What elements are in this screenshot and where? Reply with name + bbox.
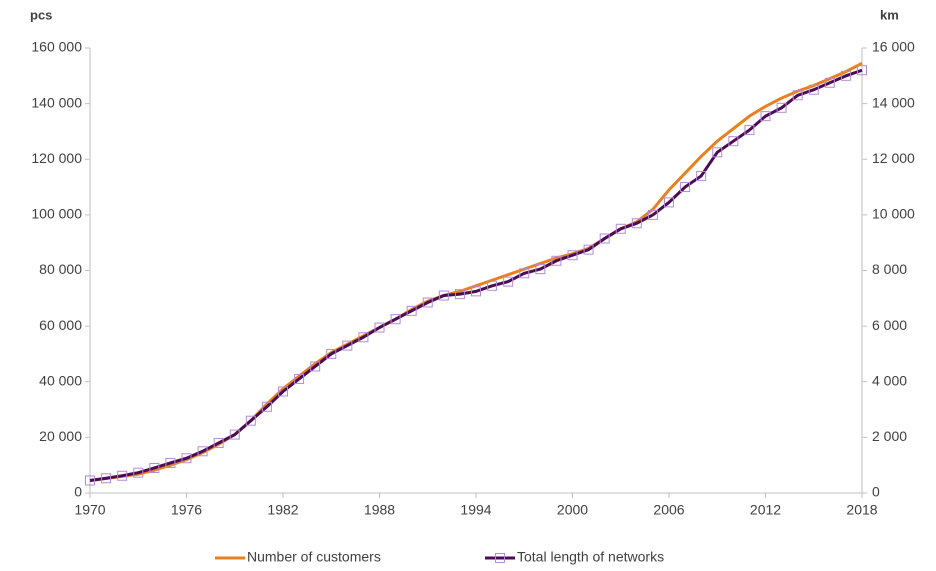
legend-label: Total length of networks — [517, 549, 664, 565]
x-tick-label: 2006 — [653, 502, 684, 518]
marker — [454, 289, 465, 300]
y2-tick-label: 8 000 — [872, 261, 907, 277]
y-axis-label: pcs — [30, 7, 52, 22]
marker — [567, 250, 578, 261]
x-tick-label: 1988 — [364, 502, 395, 518]
marker — [374, 322, 385, 333]
marker — [197, 446, 208, 457]
y2-tick-label: 12 000 — [872, 150, 915, 166]
marker — [278, 386, 288, 397]
marker — [824, 77, 835, 88]
marker — [857, 65, 867, 76]
y-tick-label: 40 000 — [39, 372, 82, 388]
marker — [390, 314, 401, 325]
marker — [245, 415, 256, 426]
marker — [808, 84, 819, 95]
y2-tick-label: 10 000 — [872, 206, 915, 222]
marker — [310, 361, 321, 372]
marker — [744, 125, 755, 136]
marker — [294, 373, 305, 384]
marker — [599, 233, 610, 244]
marker — [229, 429, 240, 440]
marker — [358, 332, 369, 343]
marker — [776, 102, 787, 113]
x-tick-label: 2000 — [557, 502, 588, 518]
series-line — [89, 68, 863, 482]
y-tick-label: 100 000 — [31, 206, 82, 222]
marker — [101, 473, 112, 484]
marker — [535, 264, 546, 275]
marker — [261, 401, 272, 412]
marker — [631, 218, 642, 229]
y-tick-label: 20 000 — [39, 428, 82, 444]
y-tick-label: 160 000 — [31, 39, 82, 55]
marker — [133, 467, 144, 478]
marker — [712, 147, 723, 158]
x-tick-label: 1976 — [171, 502, 202, 518]
x-tick-label: 1994 — [460, 502, 491, 518]
marker — [664, 197, 674, 208]
marker — [165, 457, 176, 468]
marker — [149, 462, 160, 473]
marker — [85, 475, 95, 486]
marker — [696, 170, 707, 181]
marker — [760, 111, 771, 122]
marker — [438, 290, 449, 301]
legend-label: Number of customers — [247, 549, 381, 565]
x-tick-label: 1982 — [267, 502, 298, 518]
x-tick-label: 1970 — [74, 502, 105, 518]
marker — [792, 90, 803, 101]
y2-tick-label: 0 — [872, 484, 880, 500]
y-tick-label: 60 000 — [39, 317, 82, 333]
marker — [213, 437, 224, 448]
y2-tick-label: 2 000 — [872, 428, 907, 444]
y-tick-label: 80 000 — [39, 261, 82, 277]
marker — [422, 297, 433, 308]
y2-tick-label: 16 000 — [872, 39, 915, 55]
marker — [471, 286, 481, 297]
marker — [551, 255, 562, 266]
y2-tick-label: 14 000 — [872, 94, 915, 110]
marker — [583, 244, 594, 255]
marker — [680, 182, 691, 193]
x-tick-label: 2018 — [846, 502, 877, 518]
marker — [503, 276, 514, 287]
marker — [406, 305, 417, 316]
legend-marker — [495, 553, 505, 563]
marker — [326, 348, 337, 359]
marker — [181, 453, 192, 464]
marker — [117, 470, 128, 481]
y2-tick-label: 6 000 — [872, 317, 907, 333]
y-tick-label: 120 000 — [31, 150, 82, 166]
y-tick-label: 140 000 — [31, 94, 82, 110]
x-tick-label: 2012 — [750, 502, 781, 518]
y-tick-label: 0 — [74, 484, 82, 500]
marker — [840, 70, 851, 81]
y2-axis-label: km — [880, 7, 899, 22]
y2-tick-label: 4 000 — [872, 372, 907, 388]
marker — [519, 268, 530, 279]
marker — [728, 136, 739, 147]
marker — [647, 209, 658, 220]
marker — [615, 223, 626, 234]
marker — [487, 280, 498, 291]
marker — [342, 340, 353, 351]
